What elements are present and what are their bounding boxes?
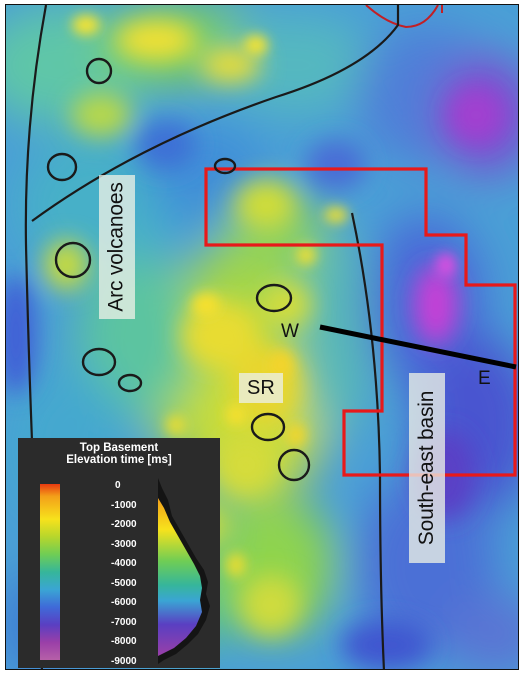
volcano-circle <box>213 157 237 175</box>
south-east-basin-label: South-east basin <box>415 390 438 546</box>
legend-tick-label: -4000 <box>111 558 137 570</box>
legend-tick-label: -5000 <box>111 577 137 589</box>
legend-tick-label: -8000 <box>111 636 137 648</box>
survey-outline <box>204 167 517 477</box>
legend-title-line-1: Top Basement <box>79 442 159 454</box>
sr-label: SR <box>247 377 275 399</box>
legend-tick-label: -1000 <box>111 499 137 511</box>
volcano-circle <box>255 283 293 313</box>
volcano-circle <box>250 412 286 442</box>
legend-tick-label: -7000 <box>111 616 137 628</box>
volcano-circle <box>277 448 311 482</box>
map-frame: Arc volcanoes South-east basin SR W E To… <box>5 4 519 670</box>
legend-title: Top Basement Elevation time [ms] <box>18 442 220 466</box>
legend-title-line-2: Elevation time [ms] <box>66 454 172 466</box>
volcano-circles <box>46 57 311 482</box>
volcano-circle <box>81 347 117 377</box>
arc-volcanoes-label-box: Arc volcanoes <box>99 175 135 319</box>
legend-tick-label: -9000 <box>111 656 137 667</box>
volcano-circle <box>85 57 113 85</box>
profile-line-w-e <box>319 324 517 370</box>
volcano-circle <box>54 241 92 279</box>
legend-colorbar <box>40 484 60 660</box>
volcano-circle <box>46 152 78 182</box>
legend-tick-label: 0 <box>115 480 121 491</box>
sr-label-box <box>239 373 283 403</box>
arc-volcanoes-label: Arc volcanoes <box>105 182 129 312</box>
elevation-legend: Top Basement Elevation time [ms] 0 -1000 -… <box>18 438 220 668</box>
volcano-circle <box>117 373 143 393</box>
legend-tick-label: -2000 <box>111 519 137 531</box>
legend-tick-label: -3000 <box>111 538 137 550</box>
south-east-basin-label-box: South-east basin <box>409 373 445 563</box>
w-label: W <box>281 321 299 342</box>
legend-tick-label: -6000 <box>111 597 137 609</box>
e-label: E <box>478 368 491 389</box>
legend-histogram <box>158 478 210 664</box>
